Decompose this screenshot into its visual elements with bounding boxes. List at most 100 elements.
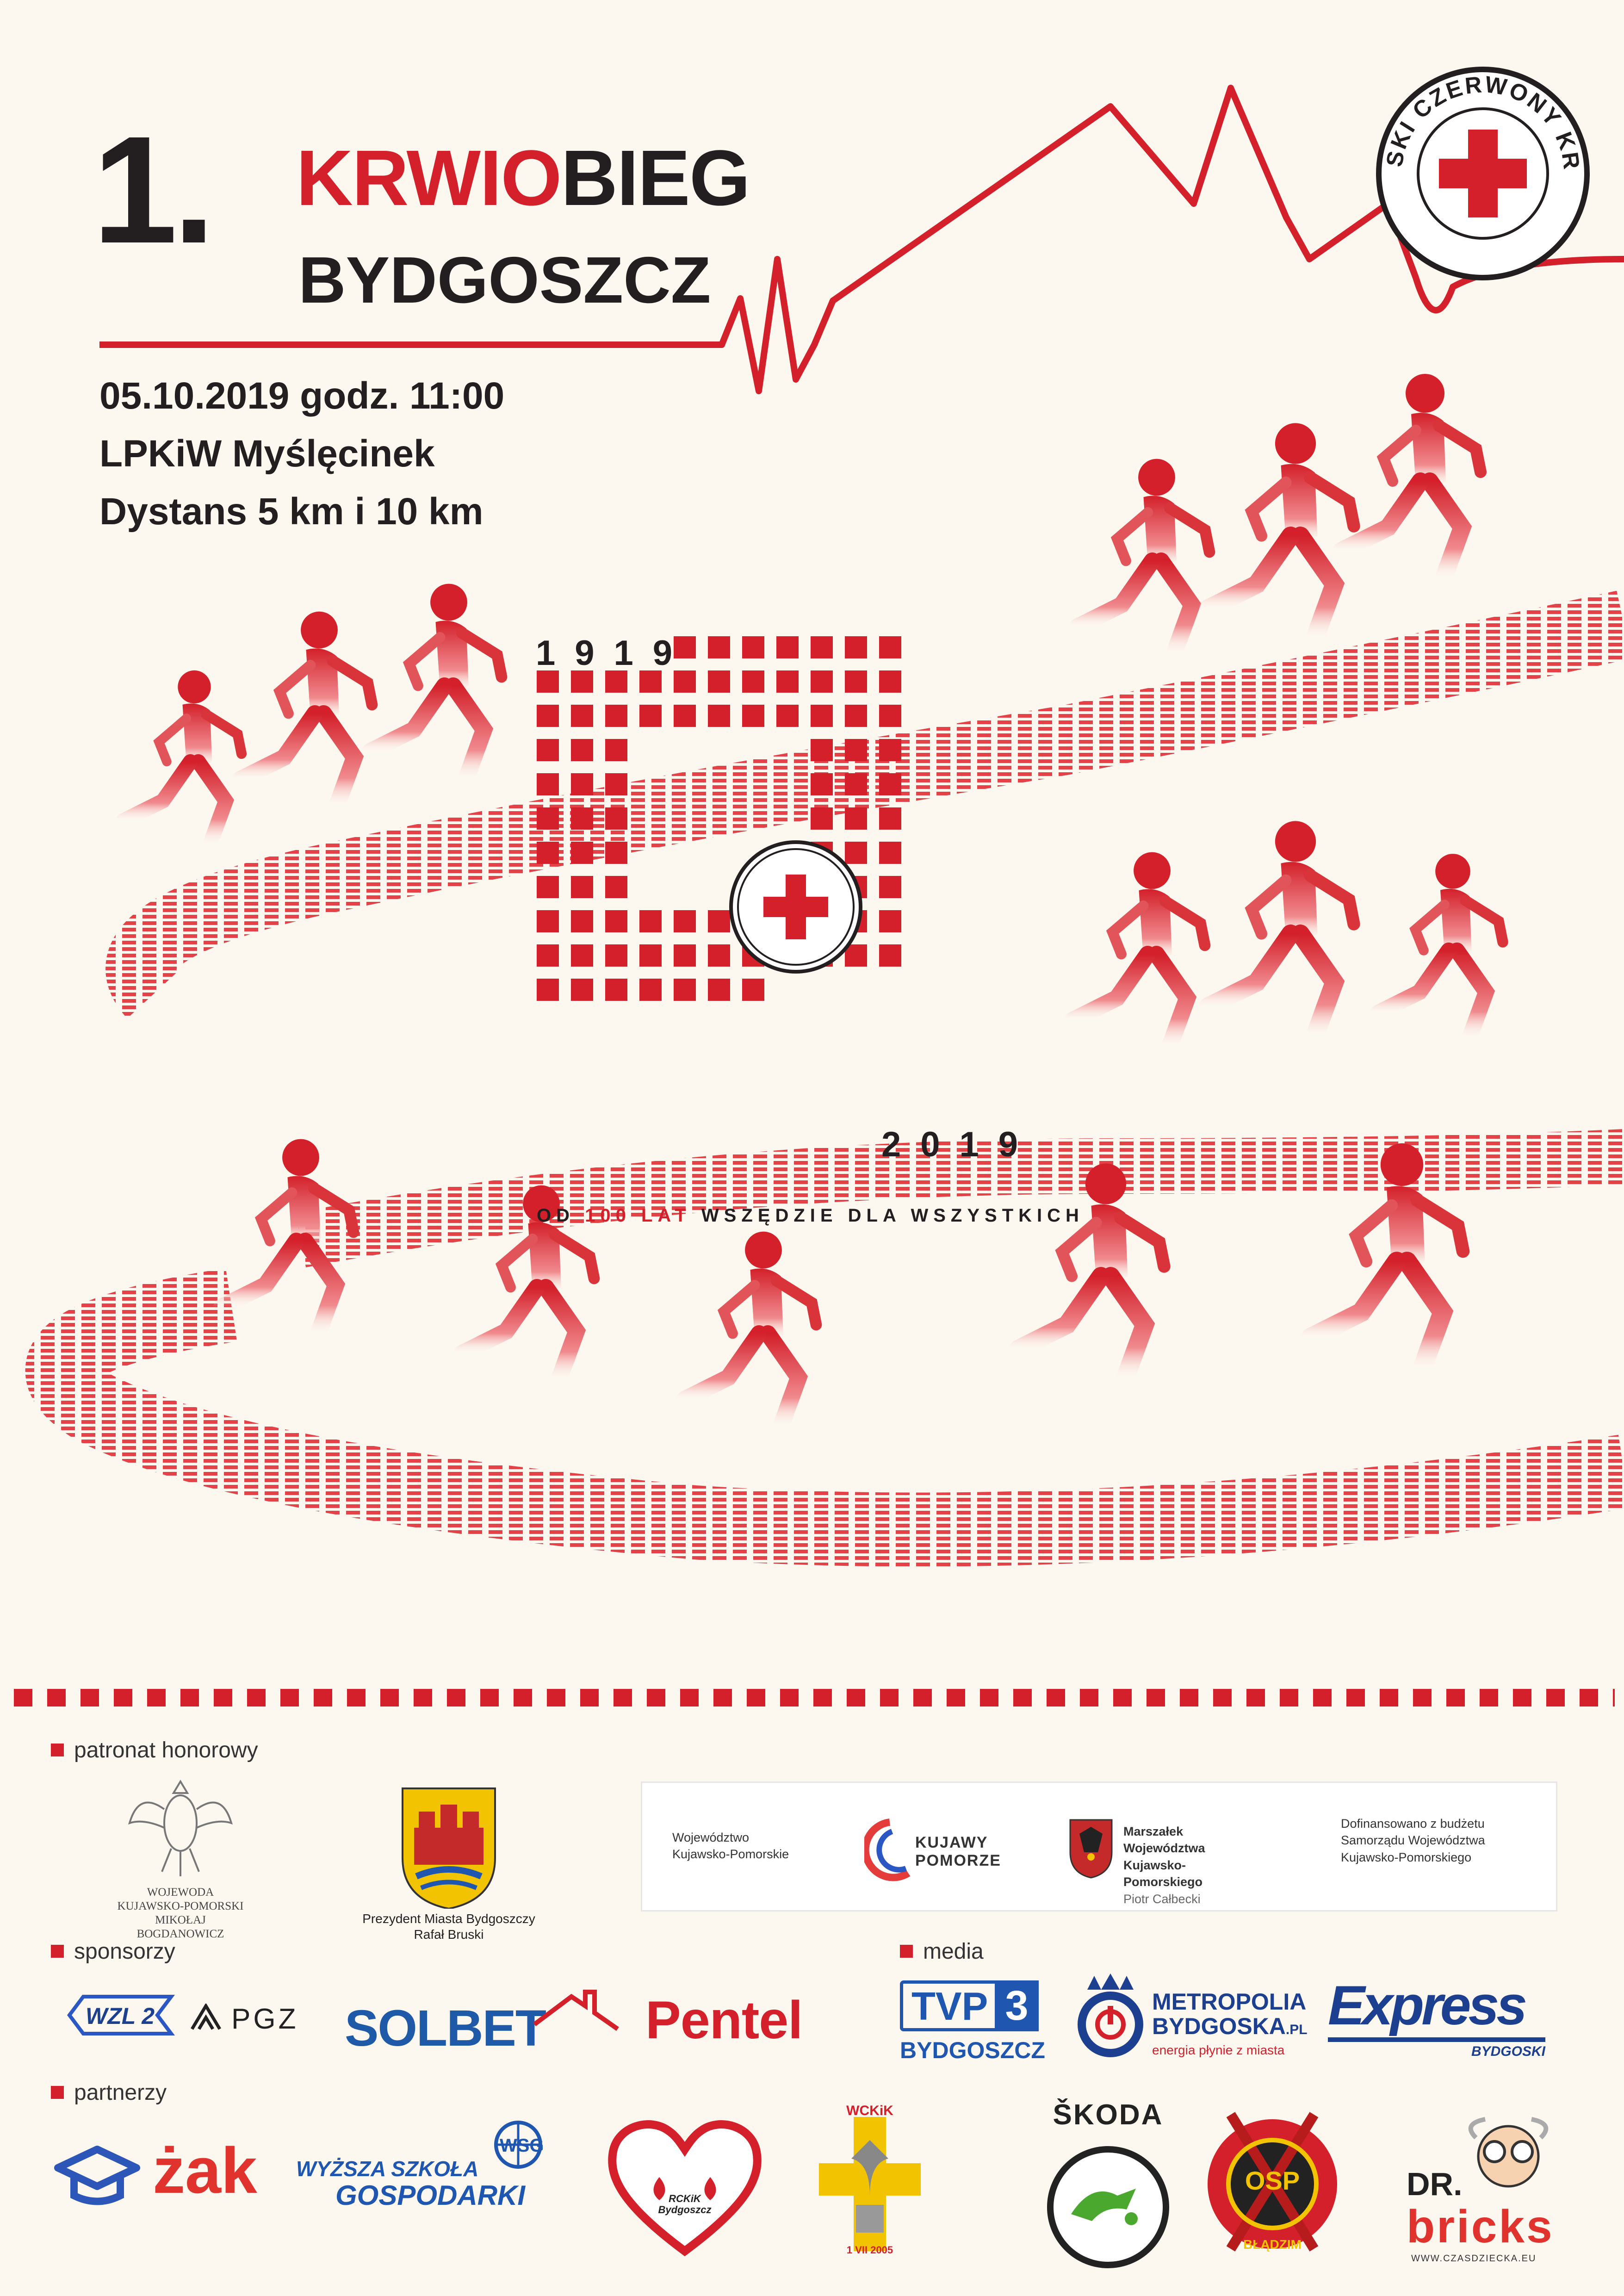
grid-square (879, 807, 901, 830)
event-title-dark: BIEG (561, 134, 750, 222)
heart-blood-drop-icon (608, 2120, 762, 2257)
grid-square (845, 636, 867, 658)
runner-silhouette (1333, 374, 1487, 587)
grid-square (742, 979, 764, 1001)
grid-square (811, 670, 833, 693)
grid-square (571, 910, 593, 932)
professor-face-icon (1468, 2117, 1549, 2188)
grid-square (605, 979, 627, 1001)
eagle-emblem-icon (128, 1780, 233, 1876)
grid-square (879, 773, 901, 795)
grid-square (845, 670, 867, 693)
voivode-caption: WOJEWODA KUJAWSKO-POMORSKI MIKOŁAJ BOGDA… (117, 1886, 244, 1940)
runner-silhouette (1069, 459, 1215, 662)
rckik-logo: RCKiK Bydgoszcz (604, 2108, 766, 2260)
grid-square (639, 705, 662, 727)
grid-square (674, 979, 696, 1001)
grid-square (811, 807, 833, 830)
pgz-logo: PGZ (190, 1999, 319, 2036)
grid-square (845, 705, 867, 727)
grid-square (571, 705, 593, 727)
year-end: 2019 (881, 1125, 1038, 1164)
grid-square (571, 842, 593, 864)
grid-square (537, 739, 559, 761)
section-sponsors: sponsorzy (51, 1939, 175, 1964)
grid-square (674, 705, 696, 727)
grid-square (571, 670, 593, 693)
section-partners: partnerzy (51, 2080, 167, 2105)
runner-silhouette (676, 1231, 822, 1434)
running-track (25, 590, 1624, 1567)
solbet-logo: SOLBET (345, 1983, 622, 2057)
grid-square (708, 636, 730, 658)
red-cross-badge-logo: POLSKI CZERWONY KRZYŻ (1370, 60, 1590, 280)
grid-square (537, 876, 559, 898)
dashed-divider (14, 1689, 1615, 1706)
wsg-logo: WSG WYŻSZA SZKOŁA GOSPODARKI (296, 2119, 574, 2212)
grid-square (639, 910, 662, 932)
mayor-caption: Prezydent Miasta Bydgoszczy Rafał Bruski (362, 1911, 535, 1942)
wzl2-mark-icon (67, 1995, 175, 2035)
grid-square (742, 705, 764, 727)
motto-pre: OD (537, 1205, 575, 1226)
grid-square (605, 739, 627, 761)
grid-square (639, 670, 662, 693)
grid-square (811, 636, 833, 658)
runner-silhouette (1199, 821, 1360, 1045)
grid-square (605, 773, 627, 795)
fire-brigade-emblem-icon (1208, 2112, 1337, 2252)
mayor-logo: Prezydent Miasta Bydgoszczy Rafał Bruski (333, 1784, 564, 1942)
military-eagle-cross-icon (819, 2117, 921, 2251)
anniversary-badge (729, 840, 862, 974)
grid-square (605, 910, 627, 932)
runner-silhouette (213, 1139, 360, 1342)
grid-square (811, 739, 833, 761)
grid-square (537, 807, 559, 830)
event-date-time: 05.10.2019 godz. 11:00 (99, 375, 505, 417)
region-name: Województwo Kujawsko-Pomorskie (672, 1831, 789, 1862)
grid-square (879, 636, 901, 658)
grid-square (879, 670, 901, 693)
grid-square (605, 944, 627, 967)
skoda-logo: ŠKODA (1029, 2098, 1187, 2274)
osp-bladzim-logo: OSP BŁĄDZIM (1203, 2096, 1342, 2267)
grid-square (845, 842, 867, 864)
house-roof-icon (533, 1990, 619, 2031)
grid-square (537, 670, 559, 693)
runner-silhouette (1064, 852, 1211, 1055)
runner-silhouette (1199, 423, 1360, 647)
grid-square (845, 944, 867, 967)
voivode-logo: WOJEWODA KUJAWSKO-POMORSKI MIKOŁAJ BOGDA… (111, 1772, 250, 1941)
grid-square (879, 842, 901, 864)
grid-square (708, 979, 730, 1001)
motto-post: WSZĘDZIE DLA WSZYSTKICH (701, 1205, 1084, 1226)
city-coat-of-arms-icon (402, 1787, 496, 1910)
event-title: KRWIOBIEG (296, 139, 750, 217)
bullet-square (900, 1945, 913, 1958)
dr-bricks-logo: DR. bricks WWW.CZASDZIECKA.EU (1407, 2115, 1573, 2267)
edition-number: 1. (93, 104, 215, 275)
grid-square (674, 944, 696, 967)
wzl2-logo: WZL 2 (65, 1990, 176, 2041)
grid-square (879, 876, 901, 898)
grid-square (639, 944, 662, 967)
region-crest-icon (1069, 1819, 1113, 1879)
grid-square (811, 705, 833, 727)
power-button-icon (1078, 1973, 1143, 2057)
pgz-mark-icon (190, 2004, 222, 2030)
kujawy-pomorze-logo: KUJAWY POMORZE (864, 1818, 1017, 1882)
grid-square (776, 670, 799, 693)
grid-square (708, 944, 730, 967)
metropolia-bydgoska-logo: METROPOLIA BYDGOSKA.PL energia płynie z … (1076, 1971, 1316, 2064)
grid-square (776, 636, 799, 658)
marshal-logo: Marszałek Województwa Kujawsko-Pomorskie… (1066, 1813, 1264, 1906)
wckik-logo: WCKiK 1 VII 2005 (814, 2103, 925, 2260)
grid-square (537, 842, 559, 864)
zak-logo: żak (53, 2133, 275, 2212)
runner-silhouettes (116, 374, 1508, 1434)
graduation-cap-icon (54, 2146, 140, 2205)
anniversary-motto: OD 100 LAT WSZĘDZIE DLA WSZYSTKICH (537, 1205, 1084, 1226)
grid-square (674, 636, 696, 658)
funding-note: Dofinansowano z budżetu Samorządu Wojewó… (1341, 1817, 1485, 1864)
grid-square (605, 807, 627, 830)
